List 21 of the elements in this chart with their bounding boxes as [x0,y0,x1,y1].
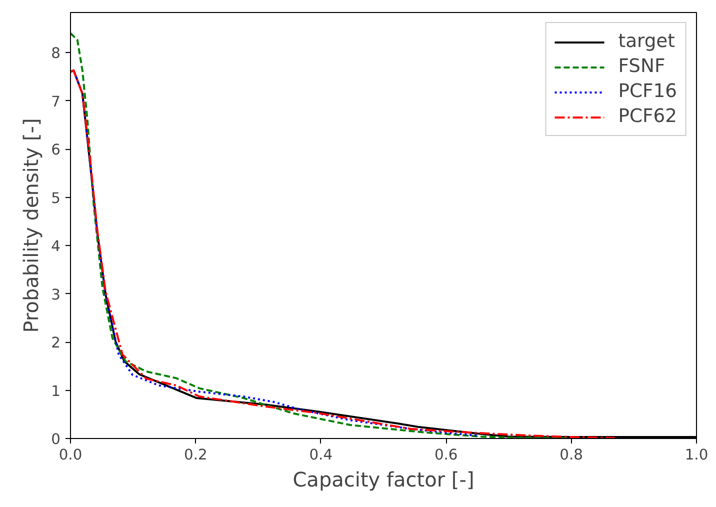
y-tick-label: 1 [51,382,61,400]
x-tick-label: 0.6 [434,446,458,464]
legend-label: PCF62 [618,106,677,127]
y-tick-label: 7 [51,93,61,110]
legend-label: PCF16 [618,81,677,102]
y-tick-label: 6 [51,142,61,159]
x-tick-label: 0.8 [560,446,583,464]
x-axis-title: Capacity factor [-] [292,468,474,492]
x-tick-label: 0.2 [184,446,208,464]
y-tick-label: 0 [51,431,61,448]
legend-label: FSNF [618,56,666,77]
legend-label: target [618,31,675,52]
y-axis-title: Probability density [-] [19,118,44,333]
x-tick-label: 0.4 [309,446,333,464]
y-tick-label: 8 [51,45,61,62]
y-tick-label: 5 [51,190,61,207]
y-tick-label: 2 [51,334,61,352]
y-tick-label: 4 [51,238,61,256]
y-tick-label: 3 [51,286,61,304]
x-tick-label: 1.0 [684,446,708,464]
x-tick-label: 0.0 [58,446,82,464]
